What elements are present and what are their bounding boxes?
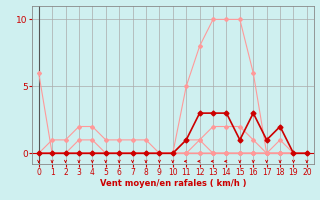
X-axis label: Vent moyen/en rafales ( km/h ): Vent moyen/en rafales ( km/h ) [100,179,246,188]
